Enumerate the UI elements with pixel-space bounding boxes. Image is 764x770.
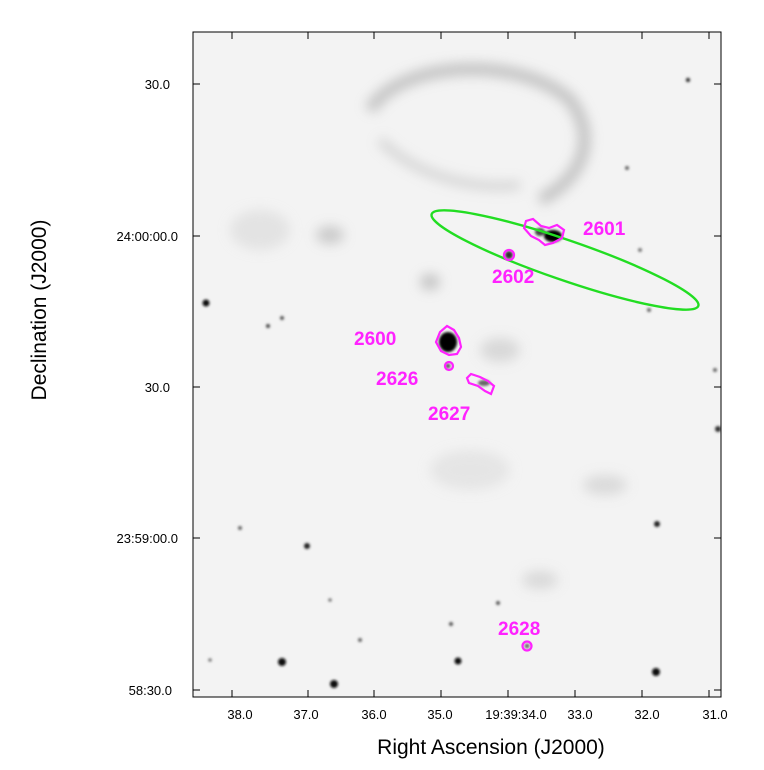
y-tick-label: 58:30.0 — [129, 683, 172, 698]
x-tick-label: 38.0 — [227, 707, 252, 722]
contour-2602 — [502, 248, 516, 262]
contour-2601 — [522, 217, 566, 247]
x-tick-label: 33.0 — [567, 707, 592, 722]
y-tick-label: 30.0 — [145, 380, 170, 395]
x-tick-labels: 38.0 37.0 36.0 35.0 19:39:34.0 33.0 32.0… — [227, 707, 727, 722]
contour-2627 — [465, 372, 496, 396]
point-sources — [202, 77, 721, 688]
plot-frame — [192, 31, 722, 698]
x-tick-label: 19:39:34.0 — [485, 707, 546, 722]
x-axis-title: Right Ascension (J2000) — [377, 736, 605, 759]
y-tick-label: 24:00:00.0 — [117, 229, 178, 244]
x-tick-label: 37.0 — [293, 707, 318, 722]
axis-ticks — [193, 32, 721, 697]
source-contours — [434, 217, 566, 652]
contour-2600 — [434, 324, 463, 357]
x-tick-label: 32.0 — [634, 707, 659, 722]
contour-2626 — [443, 360, 455, 372]
label-2628: 2628 — [498, 619, 540, 640]
error-ellipse — [430, 209, 700, 311]
label-2626: 2626 — [376, 369, 418, 390]
label-2601: 2601 — [583, 219, 626, 240]
y-tick-label: 30.0 — [145, 77, 170, 92]
image-area: 2600 2601 2602 2626 2627 2628 — [193, 32, 721, 697]
y-tick-label: 23:59:00.0 — [117, 531, 178, 546]
contour-2628 — [521, 640, 533, 652]
y-tick-labels: 30.0 24:00:00.0 30.0 23:59:00.0 58:30.0 — [117, 77, 178, 698]
y-axis-title: Declination (J2000) — [28, 220, 51, 401]
x-tick-label: 31.0 — [702, 707, 727, 722]
diffuse-emission — [230, 63, 627, 589]
x-tick-label: 35.0 — [427, 707, 452, 722]
label-2600: 2600 — [354, 329, 396, 350]
label-2602: 2602 — [492, 267, 534, 288]
image-background — [193, 32, 721, 697]
x-tick-label: 36.0 — [361, 707, 386, 722]
source-labels: 2600 2601 2602 2626 2627 2628 — [354, 219, 626, 640]
label-2627: 2627 — [428, 404, 470, 425]
